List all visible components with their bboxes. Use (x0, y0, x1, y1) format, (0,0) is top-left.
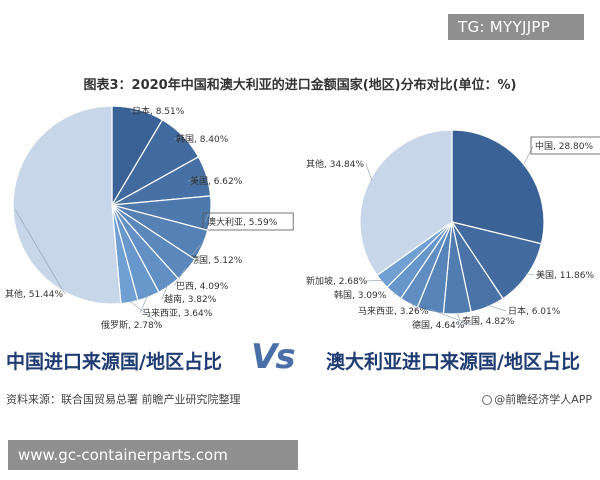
china-leader-line-8 (128, 300, 162, 326)
data-source-note: 资料来源：联合国贸易总署 前瞻产业研究院整理 (6, 393, 241, 406)
australia-pie-label-0: 中国, 28.80% (535, 140, 593, 152)
australia-pie-label-7: 新加坡, 2.68% (306, 275, 368, 287)
china-pie-label-0: 日本, 8.51% (132, 105, 185, 117)
australia-highlight-box (530, 136, 600, 155)
china-pie-label-2: 美国, 6.62% (190, 175, 243, 187)
china-pie-label-8: 俄罗斯, 2.78% (101, 319, 163, 331)
china-pie-label-1: 韩国, 8.40% (176, 133, 229, 145)
australia-pie-label-5: 马来西亚, 3.26% (358, 306, 429, 317)
china-pie-label-7: 马来西亚, 3.64% (142, 308, 213, 319)
australia-leader-line-2 (486, 304, 507, 312)
china-pie-slice-9 (12, 105, 122, 305)
australia-leader-line-3 (456, 311, 461, 322)
australia-pie-slice-1 (450, 221, 543, 300)
china-pie-label-5: 巴西, 4.09% (176, 281, 229, 292)
australia-pie-label-1: 美国, 11.86% (536, 269, 594, 281)
australia-leader-line-8 (365, 163, 373, 181)
australia-pie-label-6: 韩国, 3.09% (334, 289, 387, 301)
australia-leader-line-6 (393, 291, 396, 296)
australia-leader-line-1 (525, 273, 535, 276)
australia-pie-label-4: 德国, 4.64% (412, 319, 465, 331)
china-leader-line-6 (161, 284, 169, 300)
telegram-watermark: TG: MYYJJPP (448, 14, 584, 40)
china-leader-line-2 (187, 175, 205, 182)
china-import-pie: 日本, 8.51% 韩国, 8.40% 美国, 6.62% 澳大利亚, 5.59% 德国… (5, 105, 294, 331)
australia-import-pie: 中国, 28.80% 美国, 11.86% 日本, 6.01%泰国, 4.82%德国… (306, 129, 600, 331)
china-pie-label-6: 越南, 3.82% (164, 293, 217, 305)
china-leader-line-3 (204, 212, 210, 223)
australia-leader-line-4 (430, 309, 473, 326)
versus-label: Vs (251, 337, 296, 377)
china-highlight-box (202, 212, 294, 231)
australia-pie-label-2: 日本, 6.01% (508, 305, 561, 317)
url-watermark: www.gc-containerparts.com (8, 440, 298, 470)
china-leader-line-1 (173, 136, 182, 140)
china-pie-label-9: 其他, 51.44% (5, 288, 63, 300)
australia-pie-title: 澳大利亚进口来源国/地区占比 (326, 351, 580, 373)
china-pie-label-3: 澳大利亚, 5.59% (207, 216, 278, 228)
brand-credit-text: @前瞻经济学人APP (494, 393, 592, 406)
china-pie-title: 中国进口来源国/地区占比 (6, 351, 222, 373)
australia-pie-label-8: 其他, 34.84% (306, 158, 364, 170)
china-leader-line-9 (14, 209, 66, 295)
china-pie-label-4: 德国, 5.12% (190, 254, 243, 266)
china-leader-line-5 (173, 268, 186, 287)
chart-figure-title: 图表3：2020年中国和澳大利亚的进口金额国家(地区)分布对比(单位：%) (83, 78, 517, 93)
australia-pie-label-3: 泰国, 4.82% (462, 315, 515, 327)
brand-credit: @前瞻经济学人APP (482, 391, 592, 407)
australia-pie-slice-8 (359, 129, 453, 277)
australia-leader-line-5 (409, 301, 419, 312)
australia-pie-slice-0 (451, 129, 545, 245)
australia-leader-line-7 (365, 279, 384, 282)
brand-logo-icon (482, 395, 493, 405)
australia-leader-line-0 (522, 145, 534, 167)
